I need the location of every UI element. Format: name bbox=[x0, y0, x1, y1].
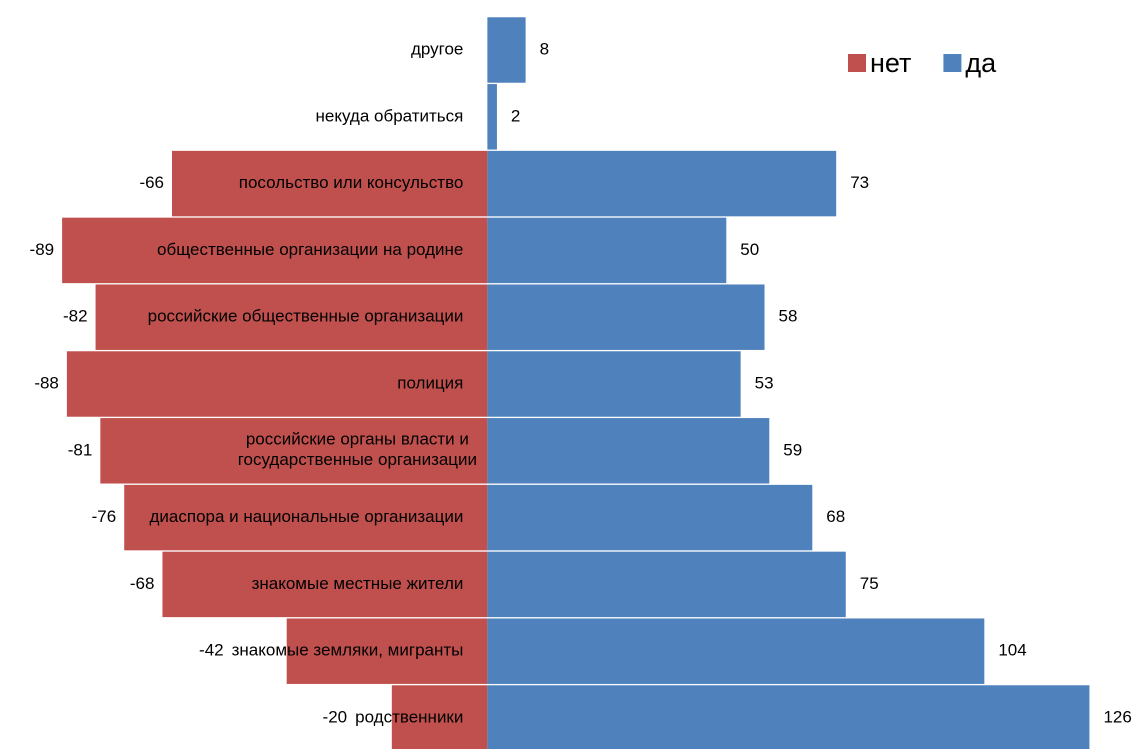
category-label: общественные организации на родине bbox=[157, 240, 463, 259]
category-label: родственники bbox=[355, 707, 463, 726]
value-label: 53 bbox=[755, 373, 774, 392]
value-label: 2 bbox=[511, 106, 520, 125]
value-label: 104 bbox=[998, 641, 1026, 660]
bar bbox=[487, 551, 846, 618]
bar bbox=[100, 418, 488, 484]
category-label: российские органы власти и государственны… bbox=[238, 430, 477, 469]
legend-label: нет bbox=[870, 48, 911, 78]
value-label: -82 bbox=[63, 307, 88, 326]
legend-label: да bbox=[965, 48, 997, 78]
category-label: российские общественные организации bbox=[148, 307, 464, 326]
value-label: -81 bbox=[68, 440, 93, 459]
bar bbox=[487, 284, 765, 350]
bar bbox=[172, 150, 488, 217]
bar bbox=[66, 351, 488, 417]
legend-swatch bbox=[943, 54, 962, 72]
value-label: -42 bbox=[199, 641, 224, 660]
value-label: -89 bbox=[30, 240, 55, 259]
bar bbox=[95, 284, 488, 350]
category-label: некуда обратиться bbox=[316, 106, 464, 125]
bar bbox=[487, 150, 837, 217]
bar bbox=[487, 217, 727, 284]
value-label: -88 bbox=[34, 373, 59, 392]
category-label: знакомые земляки, мигранты bbox=[232, 641, 464, 660]
value-label: 126 bbox=[1103, 707, 1131, 726]
bar bbox=[487, 484, 813, 551]
bar bbox=[62, 217, 488, 284]
value-label: 68 bbox=[826, 507, 845, 526]
bar bbox=[391, 685, 488, 749]
value-label: 59 bbox=[783, 440, 802, 459]
bar bbox=[124, 484, 488, 551]
value-label: 58 bbox=[779, 307, 798, 326]
bar bbox=[487, 351, 741, 417]
value-label: -66 bbox=[139, 173, 164, 192]
category-label: полиция bbox=[397, 373, 463, 392]
value-label: 50 bbox=[740, 240, 759, 259]
category-label: посольство или консульство bbox=[239, 173, 464, 192]
value-label: 8 bbox=[540, 39, 549, 58]
legend-swatch bbox=[848, 54, 866, 72]
value-label: -20 bbox=[323, 707, 348, 726]
bar bbox=[286, 618, 488, 684]
value-label: -76 bbox=[92, 507, 117, 526]
category-label: диаспора и национальные организации bbox=[150, 507, 464, 526]
bar bbox=[487, 685, 1090, 749]
bar bbox=[487, 418, 770, 484]
bar bbox=[487, 84, 497, 150]
value-label: 75 bbox=[860, 574, 879, 593]
bar bbox=[487, 618, 985, 684]
value-label: 73 bbox=[850, 173, 869, 192]
bar bbox=[487, 17, 526, 83]
bar bbox=[162, 551, 488, 618]
value-label: -68 bbox=[130, 574, 155, 593]
category-label: знакомые местные жители bbox=[252, 574, 464, 593]
category-label: другое bbox=[411, 39, 463, 58]
